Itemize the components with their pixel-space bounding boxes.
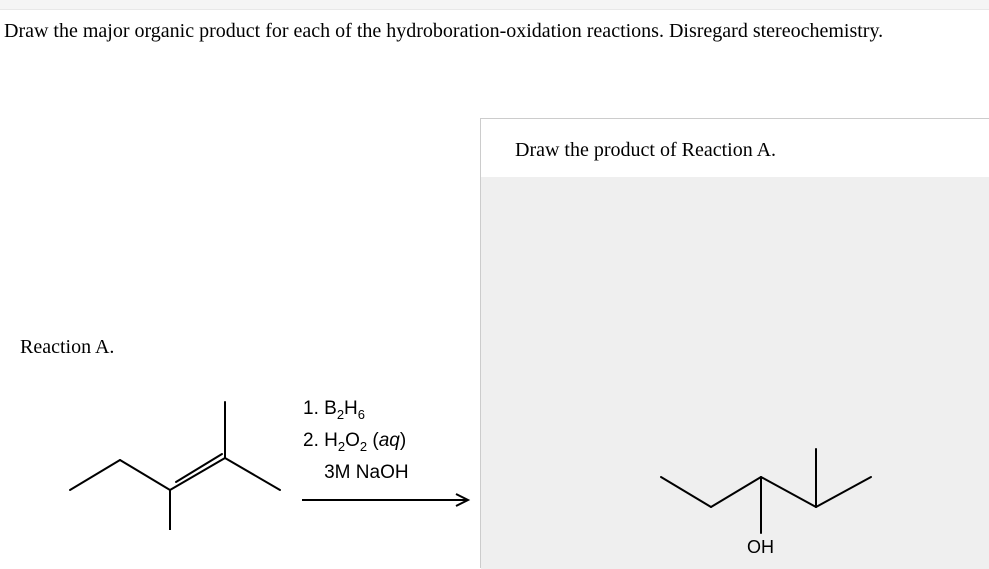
reactant-structure xyxy=(50,390,290,530)
answer-panel: Draw the product of Reaction A. OH xyxy=(480,118,989,568)
txt: 1. B xyxy=(303,398,337,419)
txt: H xyxy=(344,398,358,419)
panel-title: Draw the product of Reaction A. xyxy=(481,119,989,162)
reagent-line-3: 3M NaOH xyxy=(303,460,409,486)
reagent-line-1: 1. B2H6 xyxy=(303,396,409,428)
reaction-arrow-icon xyxy=(300,490,476,510)
sub: 2 xyxy=(338,439,345,454)
oh-label: OH xyxy=(747,537,774,558)
question-text: Draw the major organic product for each … xyxy=(0,10,989,43)
reagents-text: 1. B2H6 2. H2O2 (aq) 3M NaOH xyxy=(303,396,409,486)
txt: aq xyxy=(379,430,400,451)
sub: 2 xyxy=(337,407,344,422)
txt: ) xyxy=(400,430,406,451)
drawing-canvas[interactable]: OH xyxy=(481,177,989,569)
top-bar xyxy=(0,0,989,10)
txt: O xyxy=(345,430,360,451)
reagent-line-2: 2. H2O2 (aq) xyxy=(303,428,409,460)
sub: 6 xyxy=(358,407,365,422)
reaction-label: Reaction A. xyxy=(20,336,114,359)
txt: 2. H xyxy=(303,430,338,451)
txt: ( xyxy=(367,430,379,451)
